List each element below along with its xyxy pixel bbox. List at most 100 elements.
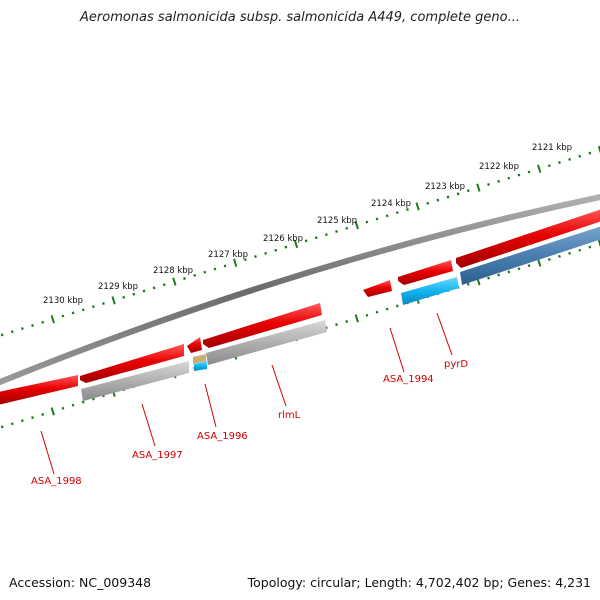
cds-feature[interactable] — [401, 277, 459, 305]
tick-label: 2126 kbp — [263, 234, 303, 244]
minor-tick — [183, 276, 186, 280]
minor-tick — [193, 273, 197, 277]
major-tick — [537, 164, 542, 173]
minor-tick — [517, 173, 521, 177]
minor-tick — [254, 255, 257, 259]
minor-tick — [568, 157, 572, 161]
minor-tick — [213, 267, 217, 271]
minor-tick — [588, 151, 592, 155]
minor-tick — [345, 320, 349, 323]
major-tick — [597, 145, 600, 154]
minor-tick — [41, 320, 45, 324]
major-tick — [111, 296, 116, 305]
cds-feature[interactable] — [187, 337, 202, 353]
minor-tick — [578, 248, 582, 252]
minor-tick — [284, 245, 288, 249]
minor-tick — [466, 189, 470, 193]
minor-tick — [497, 273, 501, 277]
minor-tick — [10, 422, 14, 426]
minor-tick — [487, 276, 490, 280]
minor-tick — [203, 270, 207, 274]
major-tick — [50, 315, 55, 324]
major-tick — [293, 239, 299, 249]
minor-tick — [335, 229, 338, 233]
tick-label: 2124 kbp — [371, 199, 411, 209]
accession-text: Accession: NC_009348 — [9, 575, 152, 590]
reverse-strand-features — [81, 225, 600, 401]
minor-tick — [81, 308, 85, 312]
minor-tick — [314, 236, 318, 240]
minor-tick — [71, 403, 75, 407]
minor-tick — [558, 161, 561, 165]
minor-tick — [31, 323, 34, 327]
tick-labels: 2121 kbp 2122 kbp 2123 kbp 2124 kbp 2125… — [43, 143, 572, 306]
minor-tick — [324, 326, 328, 330]
minor-tick — [456, 192, 460, 196]
gene-label[interactable]: pyrD — [444, 359, 468, 370]
cds-feature[interactable] — [363, 280, 392, 297]
minor-tick — [517, 267, 521, 271]
gene-label[interactable]: ASA_1994 — [383, 374, 434, 385]
minor-tick — [436, 198, 440, 202]
minor-tick — [568, 251, 572, 255]
cds-feature[interactable] — [203, 303, 322, 348]
cds-feature[interactable] — [398, 260, 453, 285]
cds-feature[interactable] — [0, 375, 78, 405]
minor-tick — [487, 182, 490, 186]
minor-tick — [10, 330, 14, 334]
major-tick — [233, 258, 238, 267]
minor-tick — [264, 251, 268, 255]
cds-feature[interactable] — [80, 344, 184, 383]
cds-feature[interactable] — [456, 208, 600, 268]
tick-label: 2123 kbp — [425, 182, 465, 192]
minor-tick — [223, 264, 227, 268]
scale-ticks-outer — [0, 145, 600, 337]
tick-label: 2125 kbp — [317, 216, 357, 226]
minor-tick — [588, 245, 592, 249]
minor-tick — [395, 211, 399, 215]
tick-label: 2129 kbp — [98, 282, 138, 292]
minor-tick — [31, 416, 34, 420]
gene-labels: ASA_1994 pyrD rlmL ASA_1996 ASA_1997 ASA… — [31, 359, 468, 487]
minor-tick — [547, 258, 551, 261]
minor-tick — [375, 217, 379, 221]
minor-tick — [61, 406, 65, 410]
minor-tick — [243, 258, 247, 262]
major-tick — [354, 221, 359, 230]
gene-label[interactable]: ASA_1997 — [132, 450, 183, 461]
major-tick — [537, 258, 542, 267]
minor-tick — [497, 179, 501, 183]
cds-feature[interactable] — [193, 354, 206, 364]
gene-label[interactable]: ASA_1998 — [31, 476, 82, 487]
cds-feature[interactable] — [81, 361, 189, 401]
minor-tick — [527, 264, 531, 268]
minor-tick — [466, 282, 470, 286]
minor-tick — [365, 313, 369, 317]
minor-tick — [102, 302, 105, 306]
cds-feature[interactable] — [460, 225, 600, 285]
tick-label: 2128 kbp — [153, 266, 193, 276]
forward-strand-features — [0, 208, 600, 405]
genome-backbone — [0, 193, 600, 386]
minor-tick — [507, 270, 511, 274]
minor-tick — [152, 286, 156, 290]
minor-tick — [0, 425, 4, 429]
major-tick — [415, 202, 420, 211]
minor-tick — [375, 310, 379, 314]
minor-tick — [527, 170, 531, 174]
cds-feature[interactable] — [206, 320, 327, 365]
minor-tick — [0, 333, 4, 337]
cds-feature[interactable] — [194, 361, 207, 371]
gene-label[interactable]: rlmL — [278, 410, 301, 421]
tick-label: 2122 kbp — [479, 162, 519, 172]
genome-summary-text: Topology: circular; Length: 4,702,402 bp… — [247, 575, 591, 590]
minor-tick — [71, 311, 75, 315]
minor-tick — [385, 307, 389, 311]
minor-tick — [345, 226, 349, 230]
minor-tick — [406, 208, 409, 212]
gene-label[interactable]: ASA_1996 — [197, 431, 248, 442]
minor-tick — [385, 214, 389, 218]
label-leaders — [40, 312, 453, 475]
minor-tick — [365, 220, 369, 224]
